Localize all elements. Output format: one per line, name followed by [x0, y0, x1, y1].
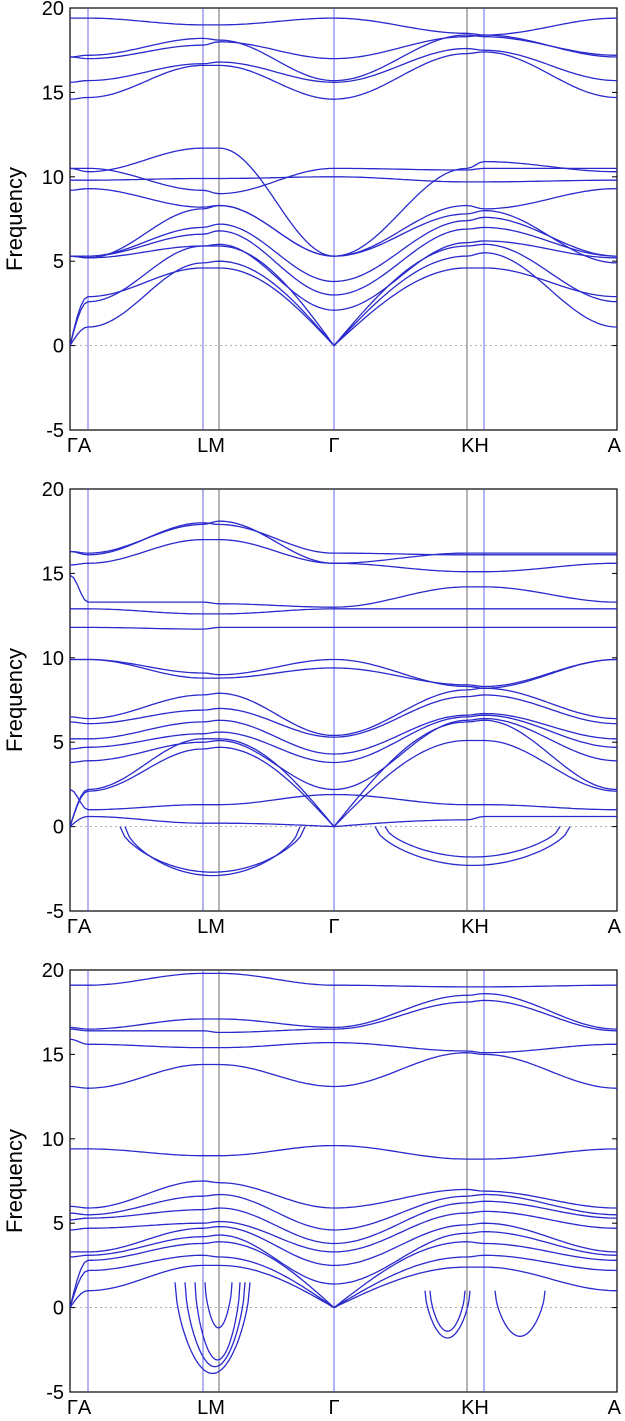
soft-mode-band: [384, 826, 561, 858]
optical-band: [70, 574, 617, 608]
kpoint-label: A: [608, 1397, 622, 1419]
kpoint-label: ΓA: [67, 435, 92, 457]
kpoint-label: Γ: [328, 435, 339, 457]
bands: [70, 972, 617, 1375]
y-tick-label: 20: [42, 960, 64, 982]
optical-band: [70, 714, 617, 764]
kpoint-label: KH: [461, 916, 489, 938]
y-axis-title: Frequency: [2, 648, 27, 752]
optical-band: [70, 608, 617, 615]
soft-mode-band: [424, 1290, 471, 1339]
optical-band: [70, 216, 617, 283]
y-tick-label: 0: [53, 1298, 64, 1320]
acoustic-band: [70, 243, 617, 347]
kpoint-label: LM: [197, 1397, 225, 1419]
kpoint-label: KH: [461, 435, 489, 457]
optical-band: [70, 694, 617, 738]
optical-band: [70, 717, 617, 791]
kpoint-label: KH: [461, 1397, 489, 1419]
optical-band: [70, 51, 617, 100]
optical-band: [70, 226, 617, 296]
kpoint-label: ΓA: [67, 1397, 92, 1419]
y-tick-label: 15: [42, 82, 64, 104]
acoustic-band: [70, 815, 617, 828]
y-tick-label: 20: [42, 479, 64, 501]
optical-band: [70, 658, 617, 689]
soft-mode-band: [174, 1282, 251, 1375]
plot-frame: [69, 7, 618, 431]
optical-band: [70, 1052, 617, 1089]
y-tick-label: 10: [42, 167, 64, 189]
kpoint-label: LM: [197, 916, 225, 938]
acoustic-band: [70, 719, 617, 828]
optical-band: [70, 1180, 617, 1209]
acoustic-band: [70, 1254, 617, 1309]
kpoint-label: ΓA: [67, 916, 92, 938]
y-tick-label: -5: [46, 901, 64, 923]
y-tick-label: 10: [42, 648, 64, 670]
acoustic-band: [70, 739, 617, 828]
optical-band: [70, 1193, 617, 1231]
y-tick-label: 5: [53, 1213, 64, 1235]
y-tick-label: 15: [42, 563, 64, 585]
optical-band: [70, 658, 617, 688]
optical-band: [70, 1038, 617, 1054]
y-tick-label: 20: [42, 0, 64, 20]
soft-mode-band: [429, 1290, 466, 1332]
optical-band: [70, 972, 617, 988]
optical-band: [70, 176, 617, 183]
band-panel-3: 20 15 10 5 0 -5 Frequency ΓA LM Γ KH A: [2, 960, 622, 1419]
optical-band: [70, 626, 617, 630]
optical-band: [70, 1144, 617, 1160]
optical-band: [70, 1230, 617, 1285]
y-tick-label: -5: [46, 1382, 64, 1404]
kpoint-label: A: [608, 435, 622, 457]
y-tick-label: 0: [53, 336, 64, 358]
soft-mode-band: [494, 1290, 546, 1337]
kpoint-label: Γ: [328, 916, 339, 938]
soft-mode-band: [184, 1282, 246, 1368]
soft-mode-band: [119, 826, 306, 873]
y-tick-label: 15: [42, 1044, 64, 1066]
y-axis-title: Frequency: [2, 1129, 27, 1233]
y-tick-label: 5: [53, 732, 64, 754]
optical-band: [70, 520, 617, 564]
optical-band: [70, 1210, 617, 1253]
y-tick-label: 5: [53, 251, 64, 273]
soft-mode-band: [194, 1282, 241, 1361]
soft-mode-band: [204, 1282, 233, 1329]
y-tick-label: 0: [53, 817, 64, 839]
optical-band: [70, 687, 617, 737]
kpoint-label: LM: [197, 435, 225, 457]
optical-band: [70, 34, 617, 82]
optical-band: [70, 1200, 617, 1245]
optical-band: [70, 712, 617, 755]
optical-band: [70, 240, 617, 311]
bands: [70, 520, 617, 877]
optical-band: [70, 17, 617, 36]
acoustic-band: [70, 1241, 617, 1309]
band-panel-2: 20 15 10 5 0 -5 Frequency ΓA LM Γ KH A: [2, 479, 622, 938]
y-axis-title: Frequency: [2, 167, 27, 271]
optical-band: [70, 47, 617, 83]
optical-band: [70, 999, 617, 1034]
optical-band: [70, 788, 617, 811]
kpoint-label: A: [608, 916, 622, 938]
optical-band: [70, 147, 617, 257]
y-tick-label: -5: [46, 420, 64, 442]
optical-band: [70, 992, 617, 1030]
band-panel-1: 20 15 10 5 0 -5 Frequency ΓA LM Γ KH A: [2, 0, 622, 457]
soft-mode-band: [374, 826, 571, 867]
optical-band: [70, 167, 617, 195]
optical-band: [70, 34, 617, 60]
bands: [70, 17, 617, 347]
kpoint-label: Γ: [328, 1397, 339, 1419]
plot-frame: [69, 969, 618, 1393]
plot-frame: [69, 488, 618, 912]
optical-band: [70, 1222, 617, 1267]
y-tick-label: 10: [42, 1129, 64, 1151]
